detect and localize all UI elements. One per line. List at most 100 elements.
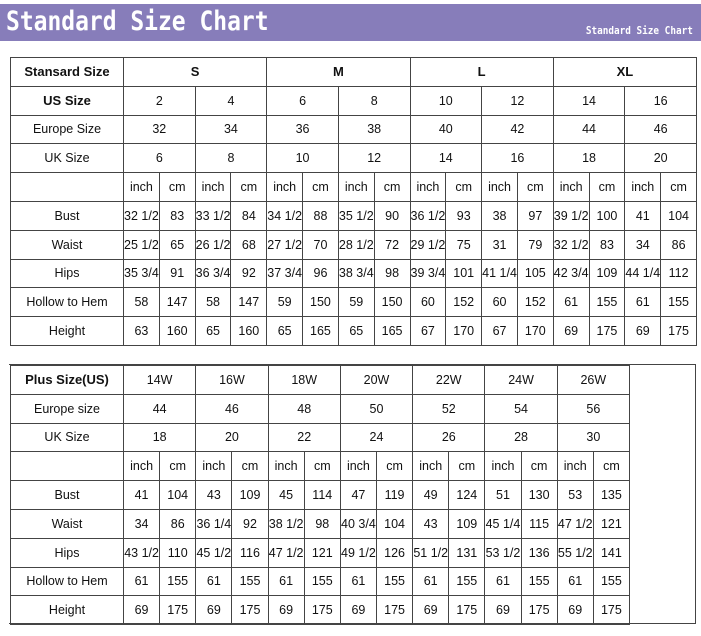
size-cell: 42 — [481, 114, 554, 145]
row-label: UK Size — [10, 143, 124, 174]
row-label: Bust — [10, 480, 124, 510]
value-cell: 29 1/2 — [409, 229, 447, 260]
value-cell: 124 — [448, 480, 486, 510]
unit-cell: inch — [122, 451, 161, 482]
unit-cell: inch — [484, 451, 522, 482]
value-cell: 34 — [624, 229, 662, 260]
value-cell: 47 1/2 — [267, 537, 305, 568]
value-cell: 109 — [448, 508, 486, 539]
size-cell: 26W — [556, 365, 631, 395]
plus-us-size-row: Plus Size(US) 14W 16W 18W 20W 22W 24W 26W — [10, 365, 631, 395]
value-cell: 69 — [556, 595, 594, 626]
value-cell: 34 — [122, 508, 161, 539]
size-cell: 16W — [195, 365, 269, 395]
value-cell: 100 — [588, 200, 626, 231]
value-cell: 32 1/2 — [123, 200, 160, 231]
value-cell: 155 — [448, 566, 486, 597]
value-cell: 61 — [195, 566, 233, 597]
unit-cell: cm — [231, 451, 269, 482]
value-cell: 135 — [592, 480, 631, 510]
measurement-row: Hollow to Hem 58 147 58 147 59 150 59 150 60 152 60… — [10, 287, 697, 318]
value-cell: 69 — [122, 595, 161, 626]
value-cell: 170 — [516, 316, 554, 346]
value-cell: 155 — [592, 566, 631, 597]
value-cell: 90 — [373, 200, 411, 231]
value-cell: 41 1/4 — [481, 258, 518, 289]
value-cell: 175 — [375, 595, 414, 626]
value-cell: 115 — [520, 508, 558, 539]
size-cell: 12 — [481, 85, 554, 116]
value-cell: 70 — [302, 229, 339, 260]
title-banner: Standard Size Chart Standard Size Chart — [0, 4, 701, 41]
unit-cell: cm — [303, 451, 341, 482]
value-cell: 58 — [194, 287, 232, 318]
unit-cell: inch — [412, 451, 450, 482]
row-label: Waist — [10, 508, 124, 539]
unit-row: inch cm inch cm inch cm inch cm inch cm inch cm inch… — [10, 172, 697, 202]
value-cell: 69 — [339, 595, 377, 626]
value-cell: 75 — [445, 229, 483, 260]
value-cell: 59 — [337, 287, 375, 318]
value-cell: 126 — [375, 537, 414, 568]
size-cell: 20 — [624, 143, 697, 174]
size-cell: 38 — [337, 114, 411, 145]
value-cell: 61 — [267, 566, 305, 597]
value-cell: 130 — [520, 480, 558, 510]
value-cell: 105 — [516, 258, 554, 289]
size-cell: 14 — [552, 85, 626, 116]
value-cell: 38 3/4 — [337, 258, 375, 289]
unit-cell: cm — [520, 451, 558, 482]
value-cell: 36 1/2 — [409, 200, 447, 231]
value-cell: 45 1/4 — [484, 508, 522, 539]
value-cell: 42 3/4 — [552, 258, 590, 289]
unit-cell: cm — [375, 451, 414, 482]
value-cell: 38 — [481, 200, 518, 231]
value-cell: 160 — [158, 316, 196, 346]
value-cell: 141 — [592, 537, 631, 568]
measurement-row: Bust 32 1/2 83 33 1/2 84 34 1/2 88 35 1/2 90 36 1… — [10, 200, 697, 231]
size-cell: 54 — [484, 393, 558, 424]
value-cell: 147 — [230, 287, 268, 318]
value-cell: 175 — [159, 595, 197, 626]
size-group-cell: L — [409, 57, 554, 87]
size-cell: 46 — [195, 393, 269, 424]
value-cell: 65 — [337, 316, 375, 346]
value-cell: 98 — [303, 508, 341, 539]
page-title: Standard Size Chart — [6, 6, 269, 37]
size-cell: 12 — [337, 143, 411, 174]
value-cell: 175 — [231, 595, 269, 626]
size-cell: 16 — [481, 143, 554, 174]
value-cell: 110 — [159, 537, 197, 568]
value-cell: 26 1/2 — [194, 229, 232, 260]
row-label: Waist — [10, 229, 124, 260]
size-cell: 8 — [194, 143, 268, 174]
size-cell: 8 — [337, 85, 411, 116]
value-cell: 147 — [158, 287, 196, 318]
row-label: Hollow to Hem — [10, 566, 124, 597]
unit-cell: inch — [409, 172, 447, 202]
value-cell: 165 — [373, 316, 411, 346]
row-label: Europe Size — [10, 114, 124, 145]
value-cell: 25 1/2 — [123, 229, 160, 260]
unit-cell: cm — [516, 172, 554, 202]
value-cell: 45 — [267, 480, 305, 510]
value-cell: 96 — [302, 258, 339, 289]
value-cell: 175 — [520, 595, 558, 626]
value-cell: 92 — [230, 258, 268, 289]
value-cell: 175 — [448, 595, 486, 626]
value-cell: 68 — [230, 229, 268, 260]
value-cell: 53 — [556, 480, 594, 510]
row-label: Height — [10, 595, 124, 626]
size-cell: 6 — [266, 85, 339, 116]
value-cell: 37 3/4 — [266, 258, 304, 289]
size-cell: 28 — [484, 422, 558, 453]
size-cell: 48 — [267, 393, 341, 424]
value-cell: 47 1/2 — [556, 508, 594, 539]
value-cell: 112 — [660, 258, 697, 289]
unit-cell: cm — [159, 451, 197, 482]
value-cell: 119 — [375, 480, 414, 510]
unit-cell: inch — [266, 172, 304, 202]
value-cell: 121 — [592, 508, 631, 539]
unit-cell: inch — [339, 451, 377, 482]
unit-cell: inch — [624, 172, 662, 202]
